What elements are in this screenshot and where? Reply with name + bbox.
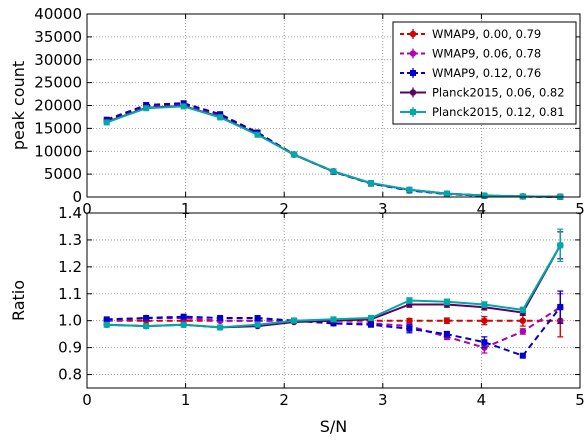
series-line [106,244,562,329]
x-tick-label: 2 [279,391,289,409]
data-point [519,352,526,359]
peak-count-panel: 0 1 2 3 4 50500010000150002000025000300003500… [9,5,585,218]
x-tick-label: 5 [575,200,585,218]
series-3 [103,231,564,331]
x-tick-label: 1 [181,200,191,218]
y-tick-label: 0.9 [58,339,82,357]
legend-marker [410,70,416,76]
legend-label: WMAP9, 0.00, 0.79 [432,27,541,41]
x-tick-label: 3 [378,200,388,218]
legend-marker [409,50,417,57]
y-tick-label: 10000 [34,142,82,160]
data-point [519,306,526,313]
y-tick-label: 0.8 [58,366,82,384]
data-point [180,313,187,320]
data-point [217,324,224,331]
data-point [443,298,450,305]
data-point [443,190,450,197]
data-point [143,323,150,330]
data-point [481,317,488,324]
legend-item: Planck2015, 0.12, 0.81 [400,105,565,119]
data-point [443,317,451,324]
data-point [406,186,413,193]
y-tick-label: 40000 [34,5,82,23]
data-point [103,321,110,328]
y-tick-label: 15000 [34,119,82,137]
y-tick-label: 1.2 [58,258,82,276]
data-point [406,325,413,332]
data-point [330,168,337,175]
legend-marker [409,30,417,38]
legend-marker [410,109,416,115]
legend-item: Planck2015, 0.06, 0.82 [400,86,565,100]
ratio-panel: 0 1 2 3 4 5 0.8 0.9 1.0 1.1 1.2 1.3 1.4 Ratio S/N [9,204,585,436]
data-point [254,315,261,321]
y-tick-label: 1.1 [58,285,82,303]
x-axis-label: S/N [320,417,348,436]
data-point [217,315,224,321]
data-point [481,339,488,346]
x-tick-label: 3 [378,391,388,409]
y-tick-label: 1.3 [58,231,82,249]
data-point [330,316,337,323]
data-point [367,315,374,321]
series-line [106,306,561,349]
data-point [481,192,488,199]
y-tick-label: 35000 [34,28,82,46]
y-tick-label: 0 [72,188,82,206]
data-point [254,321,261,328]
data-point [519,317,527,324]
y-tick-label: 30000 [34,51,82,69]
data-point [367,180,374,187]
data-point [143,105,150,112]
data-point [557,242,564,249]
data-point [557,304,564,311]
data-point [291,151,298,158]
legend-item: WMAP9, 0.12, 0.76 [400,66,541,80]
y-tick-label: 20000 [34,97,82,115]
series-4 [103,103,564,200]
data-point [180,321,187,328]
data-point [180,103,187,110]
x-tick-label: 5 [575,391,585,409]
data-point [143,315,150,321]
legend-item: WMAP9, 0.00, 0.79 [400,27,541,41]
x-tick-label: 4 [477,391,487,409]
data-point [443,331,450,338]
y-tick-label: 1.0 [58,312,82,330]
y-tick-label: 5000 [44,165,82,183]
plot-frame [86,212,581,389]
data-point [291,317,298,324]
data-point [217,114,224,121]
data-point [103,119,110,126]
legend: WMAP9, 0.00, 0.79 WMAP9, 0.06, 0.78 WMAP9,… [392,21,577,125]
data-point [519,193,526,200]
legend-label: WMAP9, 0.12, 0.76 [432,66,541,80]
data-point [406,297,413,304]
y-axis-label: Ratio [9,280,28,321]
data-point [367,321,374,328]
legend-item: WMAP9, 0.06, 0.78 [400,47,541,61]
y-tick-label: 25000 [34,74,82,92]
legend-marker [409,89,417,96]
x-tick-label: 0 [82,391,92,409]
x-tick-label: 2 [279,200,289,218]
series-line [106,244,562,329]
series-line [106,306,562,357]
legend-label: Planck2015, 0.12, 0.81 [432,105,565,119]
data-point [519,328,527,335]
x-tick-label: 1 [181,391,191,409]
data-point [103,316,110,323]
x-tick-label: 0 [82,200,92,218]
legend-label: Planck2015, 0.06, 0.82 [432,86,565,100]
y-tick-label: 1.4 [58,204,82,222]
data-point [481,301,488,308]
legend-label: WMAP9, 0.06, 0.78 [432,47,541,61]
data-point [406,317,413,324]
series-4 [103,228,564,331]
x-tick-label: 4 [477,200,487,218]
data-point [254,131,261,138]
y-axis-label: peak count [9,61,28,150]
